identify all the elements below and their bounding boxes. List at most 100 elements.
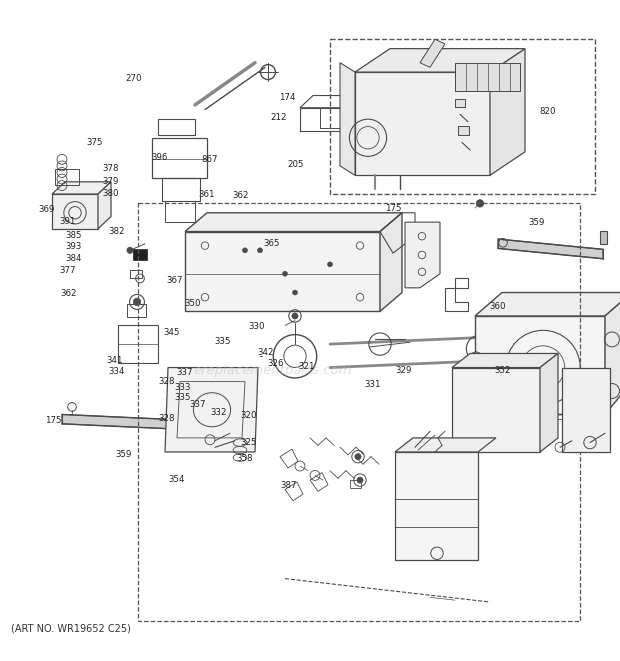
Bar [152, 137, 207, 178]
Text: 329: 329 [396, 366, 412, 375]
Bar [455, 99, 465, 107]
Circle shape [293, 290, 298, 295]
Circle shape [355, 453, 361, 460]
Text: 205: 205 [287, 161, 304, 169]
Text: 345: 345 [164, 328, 180, 337]
Text: 820: 820 [539, 106, 556, 116]
Text: 331: 331 [365, 380, 381, 389]
Polygon shape [395, 438, 496, 452]
Text: 328: 328 [159, 377, 175, 387]
Text: 174: 174 [279, 93, 296, 102]
Bar [165, 200, 195, 222]
Bar [600, 231, 608, 244]
Text: 378: 378 [102, 163, 119, 173]
Polygon shape [340, 63, 355, 175]
Text: 335: 335 [174, 393, 191, 402]
Polygon shape [98, 182, 111, 229]
Text: 382: 382 [108, 227, 125, 236]
Text: 352: 352 [495, 366, 512, 375]
Bar [127, 305, 146, 317]
Bar [55, 169, 79, 184]
Text: 367: 367 [166, 276, 183, 285]
Polygon shape [490, 49, 525, 175]
Polygon shape [455, 63, 520, 91]
Polygon shape [355, 49, 525, 72]
Bar [330, 39, 595, 194]
Bar [133, 249, 147, 260]
Bar [562, 368, 610, 452]
Polygon shape [540, 354, 558, 452]
Text: 393: 393 [65, 243, 81, 251]
Text: 175: 175 [45, 416, 61, 425]
Text: 350: 350 [185, 299, 202, 308]
Text: 391: 391 [59, 217, 75, 226]
Circle shape [476, 200, 484, 207]
Text: 175: 175 [385, 204, 402, 213]
Bar [138, 204, 580, 621]
Text: 325: 325 [241, 438, 257, 447]
Text: 387: 387 [280, 481, 297, 490]
Text: ereplacementparts.com: ereplacementparts.com [193, 364, 352, 377]
Text: 369: 369 [38, 205, 55, 214]
Text: 337: 337 [189, 401, 206, 409]
Polygon shape [355, 72, 490, 175]
Bar [320, 108, 350, 128]
Text: 379: 379 [102, 176, 118, 186]
Text: 212: 212 [270, 113, 286, 122]
Text: 358: 358 [237, 453, 254, 463]
Circle shape [127, 247, 133, 253]
Text: 334: 334 [108, 367, 125, 376]
Text: 321: 321 [299, 362, 316, 371]
Text: 320: 320 [241, 411, 257, 420]
Text: 375: 375 [87, 137, 104, 147]
Bar [162, 178, 200, 200]
Text: 867: 867 [202, 155, 218, 164]
Polygon shape [452, 368, 540, 452]
Bar [158, 119, 195, 135]
Text: 332: 332 [211, 408, 228, 417]
Text: 365: 365 [264, 239, 280, 248]
Text: 330: 330 [248, 323, 265, 331]
Text: 362: 362 [232, 191, 249, 200]
Polygon shape [52, 194, 98, 229]
Polygon shape [52, 182, 111, 194]
Text: 396: 396 [151, 153, 167, 162]
Polygon shape [380, 213, 402, 311]
Text: 359: 359 [529, 218, 545, 227]
Text: 362: 362 [61, 289, 78, 298]
Text: (ART NO. WR19652 C25): (ART NO. WR19652 C25) [11, 623, 131, 633]
Polygon shape [498, 239, 603, 258]
Circle shape [327, 262, 332, 267]
Text: 333: 333 [174, 383, 191, 392]
Polygon shape [405, 222, 440, 288]
Bar [130, 270, 143, 278]
Text: 354: 354 [169, 475, 185, 484]
Polygon shape [62, 414, 225, 432]
Polygon shape [420, 39, 445, 67]
Text: 335: 335 [215, 337, 231, 346]
Circle shape [357, 477, 363, 483]
Bar [350, 480, 361, 488]
Polygon shape [605, 293, 620, 414]
Text: 377: 377 [59, 266, 76, 276]
Polygon shape [185, 213, 402, 231]
Bar [458, 126, 469, 135]
Polygon shape [165, 368, 258, 452]
Circle shape [283, 271, 288, 276]
Bar [185, 231, 380, 311]
Text: 360: 360 [490, 303, 507, 311]
Polygon shape [395, 452, 478, 560]
Circle shape [242, 248, 247, 253]
Text: 385: 385 [65, 231, 82, 240]
Text: 361: 361 [198, 190, 215, 198]
Circle shape [292, 313, 298, 319]
Circle shape [257, 248, 262, 253]
Polygon shape [475, 316, 605, 414]
Bar [218, 406, 227, 418]
Text: 380: 380 [102, 189, 119, 198]
Text: 342: 342 [257, 348, 274, 357]
Text: 337: 337 [177, 368, 193, 377]
Polygon shape [475, 293, 620, 316]
Text: 384: 384 [65, 254, 82, 263]
Text: 326: 326 [268, 359, 285, 368]
